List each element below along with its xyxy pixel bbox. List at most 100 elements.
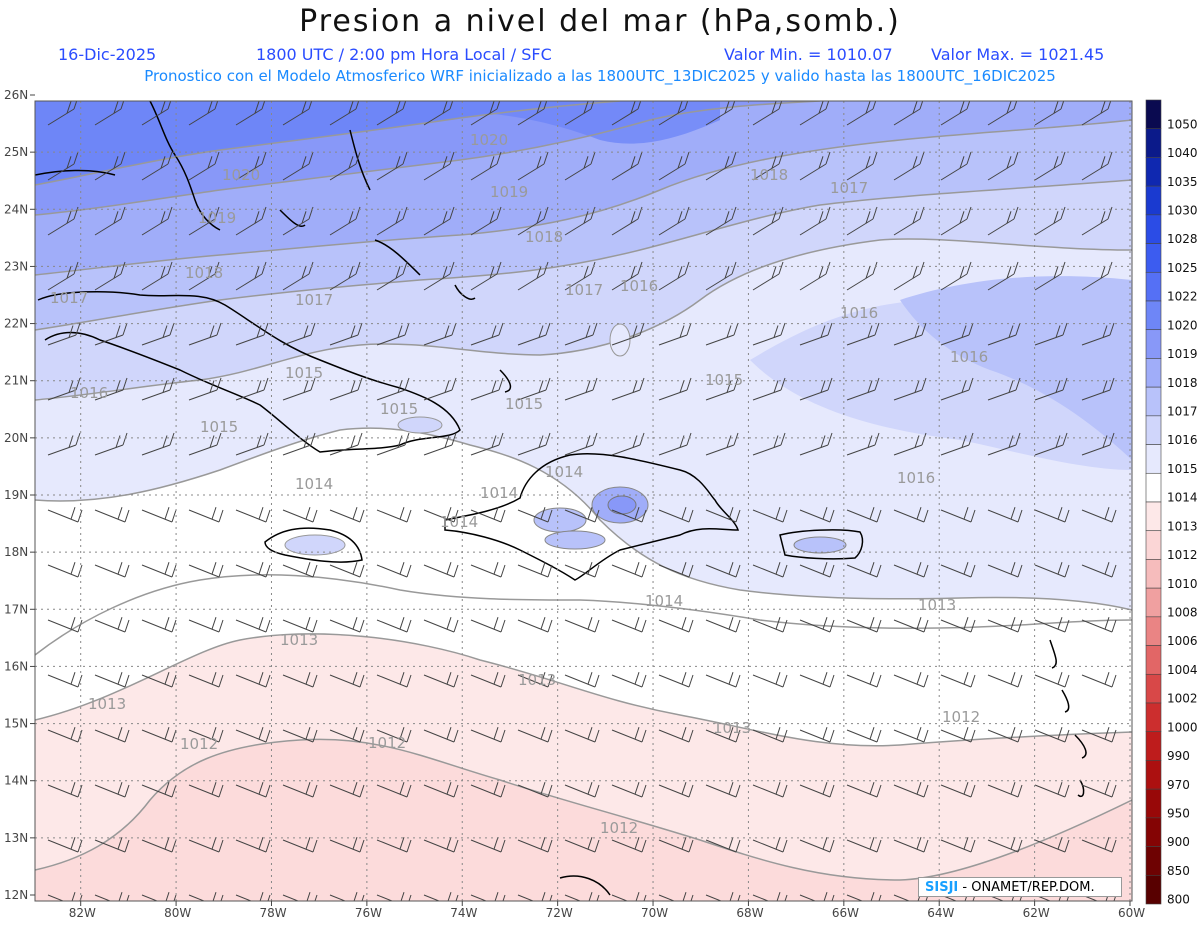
isobar-label: 1012 [600, 819, 638, 837]
isobar-label: 1019 [198, 209, 236, 227]
latitude-label: 12N [4, 888, 28, 902]
legend-label: 1000 [1167, 720, 1198, 734]
legend-label: 1018 [1167, 376, 1198, 390]
legend-label: 1006 [1167, 634, 1198, 648]
max-value: Valor Max. = 1021.45 [931, 45, 1105, 64]
legend-label: 1013 [1167, 519, 1198, 533]
isobar-label: 1020 [222, 166, 260, 184]
isobar-label: 1019 [490, 183, 528, 201]
longitude-label: 64W [927, 906, 954, 920]
legend-swatch [1145, 587, 1162, 618]
isobar-label: 1015 [505, 395, 543, 413]
longitude-label: 82W [69, 906, 96, 920]
legend-swatch [1145, 415, 1162, 445]
isobar-label: 1012 [368, 734, 406, 752]
isobar-label: 1012 [942, 708, 980, 726]
isobar-label: 1015 [200, 418, 238, 436]
longitude-label: 70W [641, 906, 668, 920]
legend-swatch [1145, 846, 1162, 876]
isobar-label: 1016 [620, 277, 658, 295]
isobar-label: 1016 [897, 469, 935, 487]
isobar-label: 1015 [285, 364, 323, 382]
isobar-label: 1014 [545, 463, 583, 481]
latitude-label: 21N [4, 374, 28, 388]
isobar-label: 1014 [440, 513, 478, 531]
isobar-label: 1017 [50, 289, 88, 307]
legend-label: 900 [1167, 835, 1190, 849]
legend-swatch [1145, 214, 1162, 244]
longitude-label: 80W [164, 906, 191, 920]
isobar-label: 1018 [750, 166, 788, 184]
logo-text: SISJI [925, 880, 959, 895]
legend-swatch [1145, 616, 1162, 646]
latitude-label: 19N [4, 488, 28, 502]
legend-label: 990 [1167, 749, 1190, 763]
legend-label: 1016 [1167, 433, 1198, 447]
legend-swatch [1145, 559, 1162, 589]
latitude-label: 24N [4, 202, 28, 216]
legend-swatch [1145, 358, 1162, 388]
isobar-label: 1013 [88, 695, 126, 713]
latitude-label: 16N [4, 659, 28, 673]
latitude-label: 14N [4, 774, 28, 788]
isobar-label: 1013 [713, 719, 751, 737]
latitude-label: 25N [4, 145, 28, 159]
isobar-label: 1013 [518, 671, 556, 689]
isobar-label: 1015 [380, 400, 418, 418]
longitude-label: 76W [355, 906, 382, 920]
forecast-time: 1800 UTC / 2:00 pm Hora Local / SFC [256, 45, 552, 64]
legend-label: 800 [1167, 893, 1190, 907]
legend-label: 1028 [1167, 232, 1198, 246]
legend-label: 950 [1167, 807, 1190, 821]
legend-label: 1020 [1167, 318, 1198, 332]
legend-label: 1012 [1167, 548, 1198, 562]
legend-swatch [1145, 731, 1162, 761]
longitude-label: 74W [450, 906, 477, 920]
isobar-label: 1018 [185, 264, 223, 282]
map-title: Presion a nivel del mar (hPa,somb.) [299, 4, 901, 39]
latitude-label: 26N [4, 88, 28, 102]
isobar-label: 1017 [295, 291, 333, 309]
isobar-label: 1018 [525, 228, 563, 246]
isobar-label: 1016 [840, 304, 878, 322]
legend-swatch [1145, 702, 1162, 733]
isobar-label: 1014 [645, 592, 683, 610]
legend-swatch [1145, 874, 1162, 905]
org-text: - ONAMET/REP.DOM. [958, 880, 1095, 895]
legend-label: 1030 [1167, 204, 1198, 218]
isobar-label: 1014 [295, 475, 333, 493]
legend-label: 850 [1167, 864, 1190, 878]
longitude-label: 68W [736, 906, 763, 920]
legend-swatch [1145, 645, 1162, 675]
longitude-label: 78W [259, 906, 286, 920]
legend-label: 1019 [1167, 347, 1198, 361]
longitude-labels: 82W 80W 78W 76W 74W 72W 70W 68W 66W 64W 62W 60W [69, 901, 1145, 920]
legend-label: 1010 [1167, 577, 1198, 591]
isobar-label: 1016 [70, 384, 108, 402]
map-frame [34, 100, 1133, 902]
forecast-date: 16-Dic-2025 [58, 45, 157, 64]
isobar-label: 1013 [280, 631, 318, 649]
legend-label: 970 [1167, 778, 1190, 792]
legend-swatch [1145, 788, 1162, 819]
legend-swatch [1145, 673, 1162, 704]
legend-swatch [1145, 472, 1162, 503]
isobar-labels: 1020 1020 1019 1019 1018 1018 1018 1017 1017 1017… [50, 131, 988, 837]
latitude-label: 13N [4, 831, 28, 845]
longitude-label: 60W [1118, 906, 1145, 920]
mountain-pressure-cells [284, 323, 847, 556]
legend-swatch [1145, 817, 1162, 847]
latitude-label: 20N [4, 431, 28, 445]
coastlines [35, 101, 1087, 896]
isobar-label: 1017 [830, 179, 868, 197]
legend-swatch [1145, 530, 1162, 560]
latitude-label: 17N [4, 602, 28, 616]
isobar-label: 1017 [565, 281, 603, 299]
isobar-label: 1016 [950, 348, 988, 366]
isobar-label: 1012 [180, 735, 218, 753]
legend-label: 1008 [1167, 606, 1198, 620]
legend-label: 1017 [1167, 405, 1198, 419]
legend-label: 1002 [1167, 692, 1198, 706]
legend-label: 1040 [1167, 146, 1198, 160]
